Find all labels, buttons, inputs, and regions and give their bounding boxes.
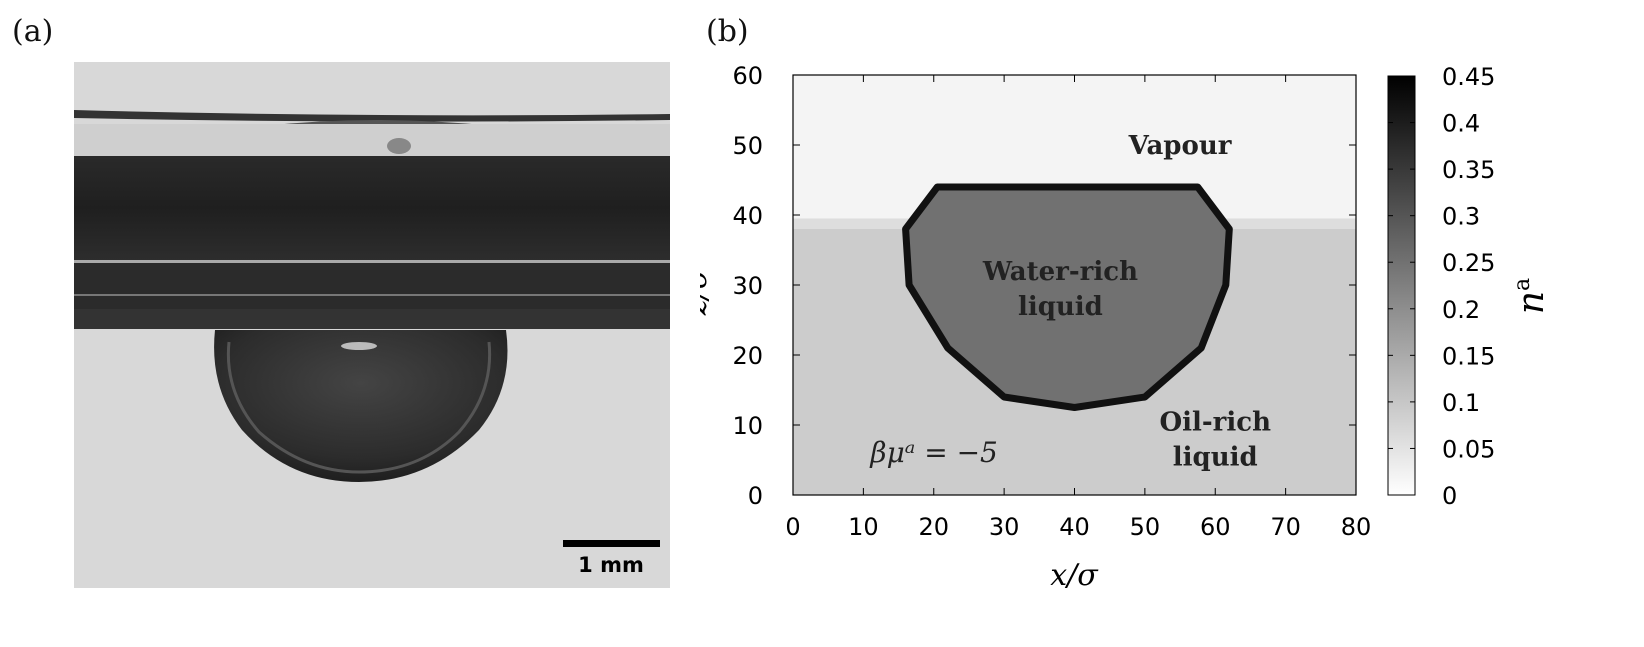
x-axis-label: x/σ — [1050, 558, 1099, 593]
x-tick-label: 50 — [1130, 513, 1161, 541]
colorbar-tick-label: 0.35 — [1442, 156, 1495, 184]
colorbar-tick-label: 0.45 — [1442, 63, 1495, 91]
scale-bar-label: 1 mm — [578, 553, 644, 577]
annotation-region-label: liquid — [1018, 292, 1103, 322]
colorbar-tick-label: 0.2 — [1442, 296, 1480, 324]
annotation-region-label: liquid — [1173, 443, 1258, 473]
y-tick-label: 60 — [732, 62, 763, 90]
x-tick-label: 0 — [785, 513, 800, 541]
annotations: Vapour Water-rich liquid Oil-rich liquid βμᵃ … — [869, 131, 1271, 473]
annotation-region-label: Water-rich — [982, 257, 1138, 287]
colorbar-tick-label: 0 — [1442, 482, 1457, 510]
colorbar-tick-label: 0.4 — [1442, 110, 1480, 138]
y-tick-label: 40 — [732, 202, 763, 230]
x-tick-label: 60 — [1200, 513, 1231, 541]
panel-b-label: (b) — [706, 14, 749, 49]
colorbar-label: na — [1510, 278, 1552, 314]
plot-area — [792, 74, 1357, 496]
density-heatmap-chart: 0 10 20 30 40 50 60 70 80 0 10 20 30 40 50 60 Vapour Wa… — [700, 62, 1552, 593]
colorbar-tick-label: 0.15 — [1442, 342, 1495, 370]
y-tick-label: 10 — [732, 412, 763, 440]
x-tick-label: 10 — [848, 513, 879, 541]
y-axis: 0 10 20 30 40 50 60 — [732, 62, 1356, 510]
y-tick-label: 0 — [748, 482, 763, 510]
x-tick-label: 20 — [918, 513, 949, 541]
colorbar-tick-label: 0.3 — [1442, 203, 1480, 231]
y-tick-label: 20 — [732, 342, 763, 370]
colorbar-tick-label: 0.05 — [1442, 435, 1495, 463]
panel-a-label: (a) — [12, 14, 54, 49]
scale-bar — [563, 540, 660, 547]
annotation-region-label: Oil-rich — [1159, 408, 1271, 438]
colorbar-gradient — [1387, 75, 1416, 496]
annotation-chemical-potential: βμᵃ = −5 — [869, 436, 997, 469]
colorbar: 0 0.05 0.1 0.15 0.2 0.25 0.3 0.35 0.4 0.45 — [1387, 63, 1495, 510]
x-tick-label: 30 — [989, 513, 1020, 541]
droplet-photograph: 1 mm — [74, 62, 670, 588]
x-tick-label: 40 — [1059, 513, 1090, 541]
colorbar-tick-label: 0.25 — [1442, 249, 1495, 277]
y-tick-label: 30 — [732, 272, 763, 300]
colorbar-tick-label: 0.1 — [1442, 389, 1480, 417]
x-axis: 0 10 20 30 40 50 60 70 80 — [785, 75, 1371, 541]
region-water-rich-droplet — [902, 183, 1233, 411]
y-tick-label: 50 — [732, 132, 763, 160]
y-axis-label: z/σ — [700, 267, 714, 316]
x-tick-label: 70 — [1270, 513, 1301, 541]
x-tick-label: 80 — [1341, 513, 1372, 541]
annotation-region-label: Vapour — [1128, 131, 1232, 161]
